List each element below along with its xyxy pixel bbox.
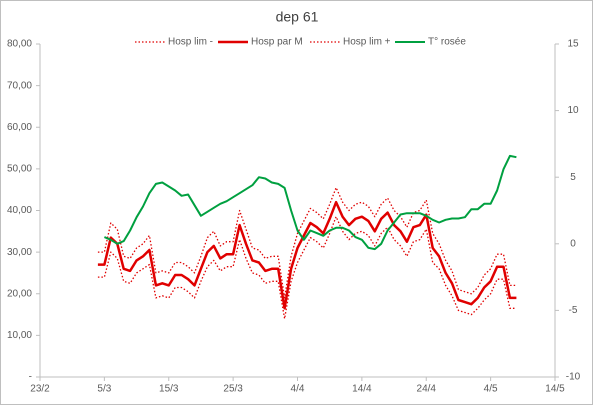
x-tick-label: 15/3 <box>159 384 179 395</box>
y-tick-label: 40,00 <box>7 205 32 216</box>
legend-label: Hosp lim - <box>168 37 213 48</box>
series-line <box>97 216 517 320</box>
y2-tick-label: -5 <box>569 305 578 316</box>
chart-title: dep 61 <box>276 9 319 25</box>
x-tick-label: 24/4 <box>417 384 437 395</box>
x-tick-label: 23/2 <box>30 384 50 395</box>
y-tick-label: - <box>29 372 32 383</box>
y-tick-label: 70,00 <box>7 80 32 91</box>
series-line <box>97 200 517 310</box>
y2-tick-label: 15 <box>567 39 579 50</box>
y-tick-label: 80,00 <box>7 39 32 50</box>
legend-label: Hosp lim + <box>343 37 391 48</box>
y2-tick-label: 10 <box>567 105 579 116</box>
x-tick-label: 25/3 <box>223 384 243 395</box>
x-tick-label: 5/3 <box>97 384 111 395</box>
y-tick-label: 20,00 <box>7 288 32 299</box>
y-tick-label: 60,00 <box>7 122 32 133</box>
y-tick-label: 30,00 <box>7 247 32 258</box>
series-line <box>97 186 517 299</box>
legend-label: T° rosée <box>428 37 466 48</box>
x-tick-label: 4/4 <box>291 384 305 395</box>
y-tick-label: 10,00 <box>7 330 32 341</box>
series-line <box>104 154 517 251</box>
legend-label: Hosp par M <box>251 37 303 48</box>
y-tick-label: 50,00 <box>7 164 32 175</box>
y2-tick-label: -10 <box>566 372 581 383</box>
y2-tick-label: 0 <box>570 238 576 249</box>
x-tick-label: 14/4 <box>352 384 372 395</box>
y2-tick-label: 5 <box>570 172 576 183</box>
x-tick-label: 14/5 <box>545 384 565 395</box>
x-tick-label: 4/5 <box>484 384 498 395</box>
